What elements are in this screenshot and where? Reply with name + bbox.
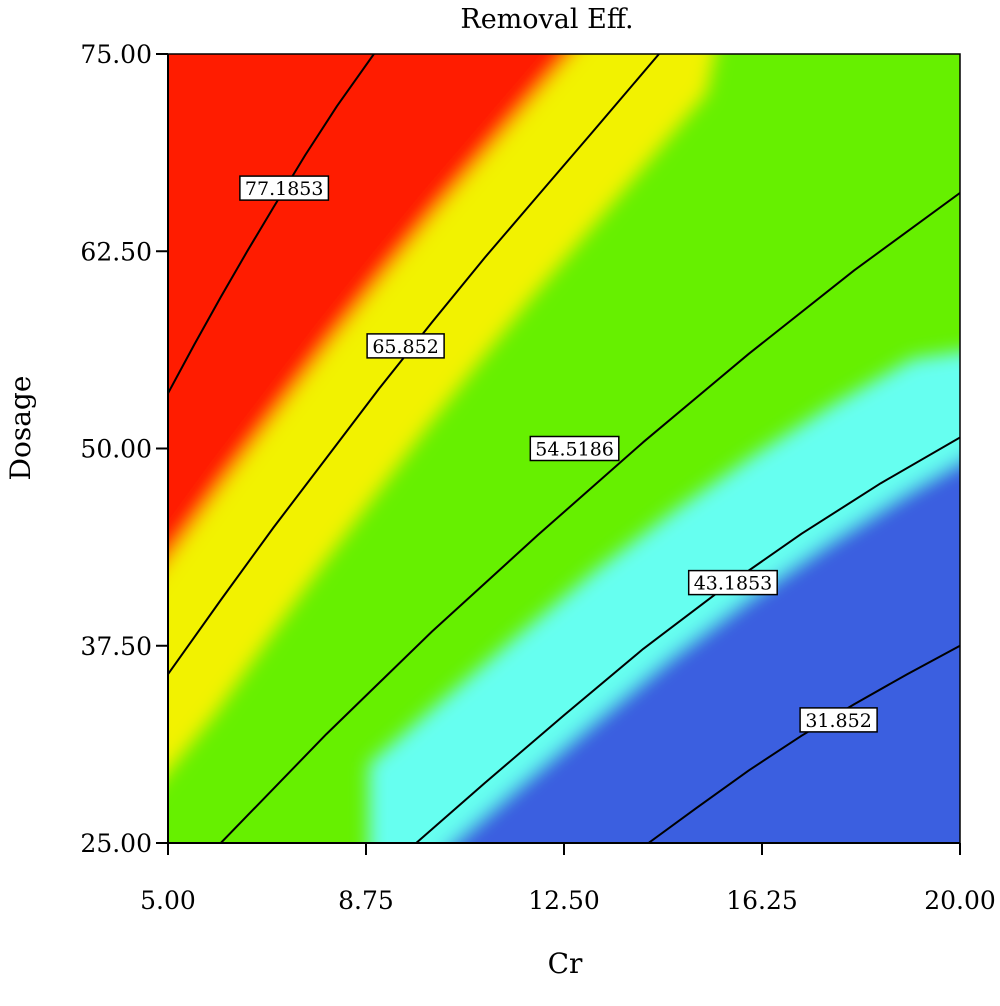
x-tick-label: 16.25 (726, 886, 798, 915)
contour-label-box (366, 333, 445, 359)
contour-label-text: 31.852 (805, 710, 871, 732)
chart-title: Removal Eff. (460, 4, 633, 35)
x-ticks: 5.00 8.75 12.50 16.25 20.00 (140, 843, 996, 915)
x-tick-label: 5.00 (140, 886, 196, 915)
contour-label: 54.5186 (529, 435, 620, 462)
x-tick-label: 20.00 (924, 886, 996, 915)
contour-line-54-5186 (219, 191, 960, 843)
y-tick-label: 25.00 (80, 829, 152, 858)
y-ticks: 25.00 37.50 50.00 62.50 75.00 (80, 40, 168, 858)
y-tick-label: 62.50 (80, 237, 152, 266)
contour-label-box (529, 435, 620, 462)
x-tick-label: 12.50 (528, 886, 600, 915)
contour-label: 65.852 (366, 333, 445, 359)
contour-label-text: 43.1853 (694, 573, 773, 595)
contour-line-43-1853 (415, 436, 960, 843)
contour-labels: 77.1853 65.852 54.5186 43.1853 31.852 (239, 175, 878, 733)
x-axis-label: Cr (548, 947, 583, 980)
contour-label-text: 65.852 (372, 336, 438, 358)
y-tick-label: 50.00 (80, 435, 152, 464)
contour-label: 77.1853 (239, 175, 330, 201)
band-low (451, 460, 960, 843)
contour-line-31-852 (647, 644, 960, 843)
x-tick-label: 8.75 (338, 886, 394, 915)
contour-label: 31.852 (799, 707, 878, 733)
y-tick-label: 75.00 (80, 40, 152, 69)
contour-label-box (687, 569, 778, 596)
contour-label-box (799, 707, 878, 733)
band-upper-mid (168, 54, 715, 773)
contour-label-text: 77.1853 (245, 178, 324, 200)
contour-label-text: 54.5186 (535, 439, 614, 461)
axes: 5.00 8.75 12.50 16.25 20.00 25.00 37.50 50.00 6… (80, 40, 995, 915)
contour-line-77-1853 (168, 54, 375, 395)
plot-area (168, 54, 960, 843)
y-tick-label: 37.50 (80, 632, 152, 661)
contour-label: 43.1853 (687, 569, 778, 596)
contour-label-box (239, 175, 330, 201)
y-axis-label: Dosage (4, 376, 37, 481)
